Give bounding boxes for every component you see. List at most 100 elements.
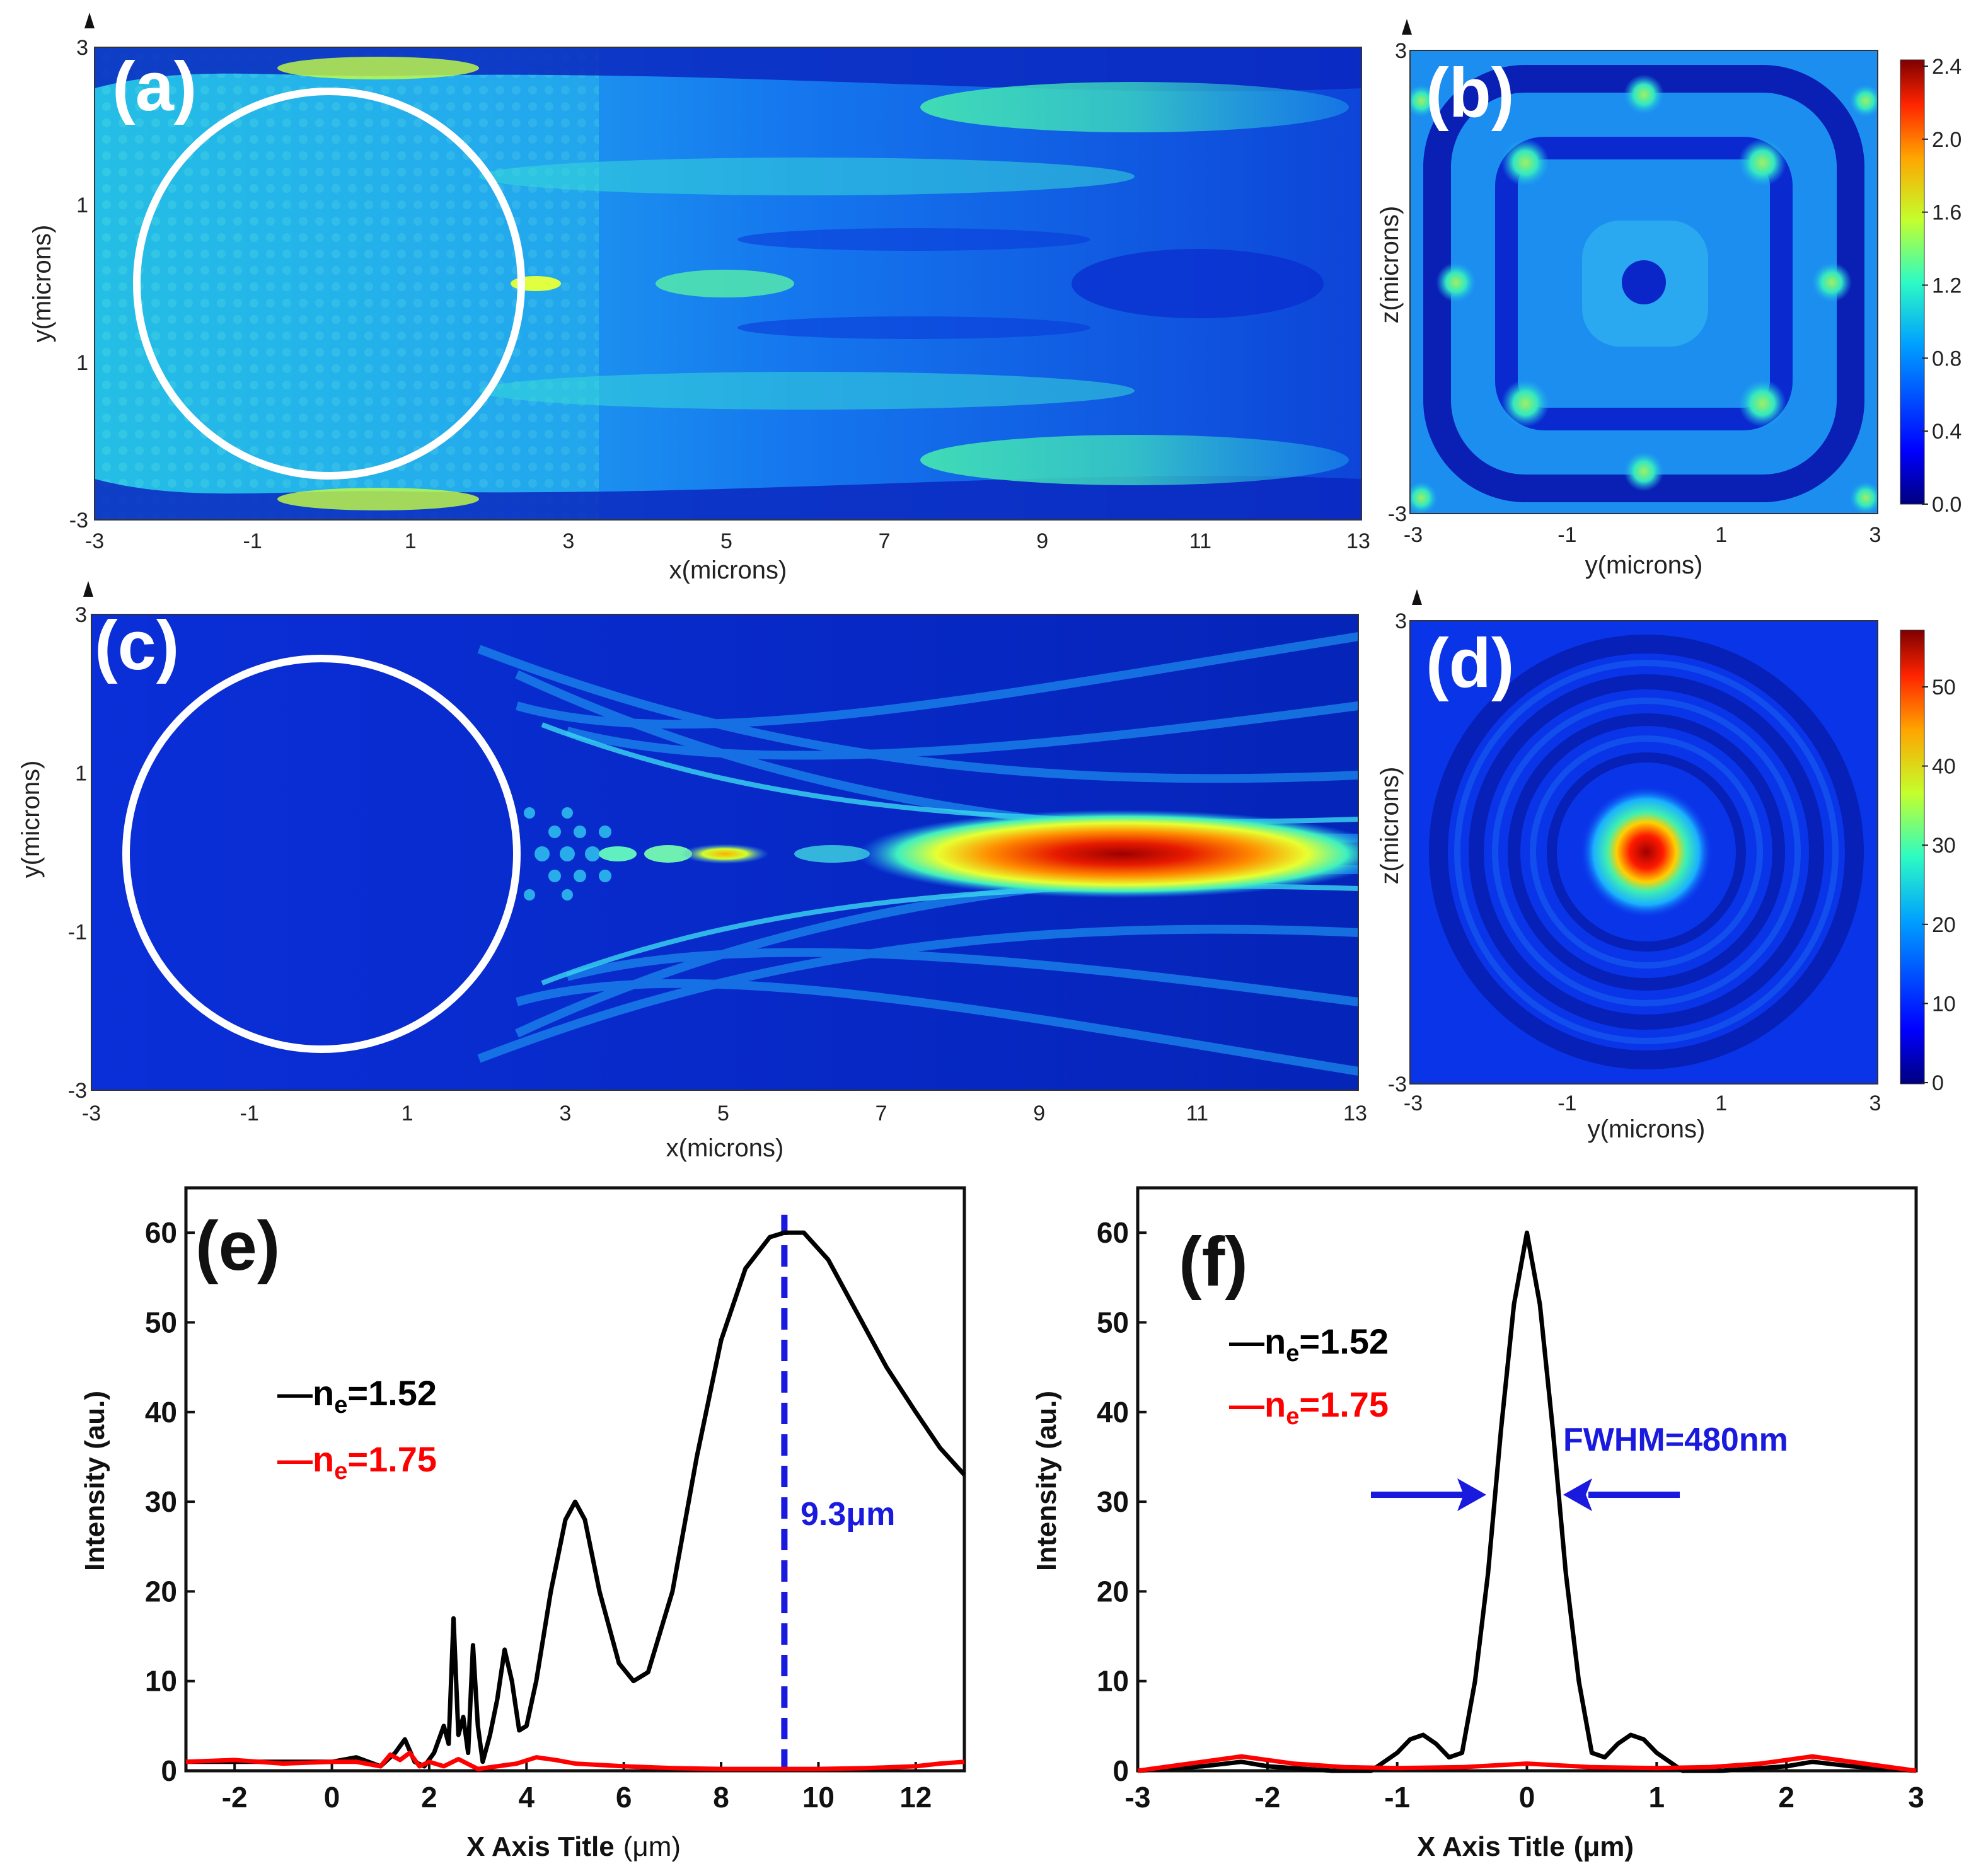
x-tick-label: 0 [1519,1781,1535,1814]
panel-c: (c) -3 -1 1 3 5 7 9 11 13 -3-113 x(microns) y(mi… [17,581,1367,1162]
panel-d-xlabel: y(microns) [1588,1115,1706,1143]
colorbar-tick-label: 2.0 [1932,128,1962,152]
x-tick-label: 3 [1908,1781,1924,1814]
y-tick-label: -1 [68,920,87,944]
y-tick-label: 10 [145,1665,177,1698]
panel-d-y-ticks: -3 3 [1388,609,1407,1096]
x-tick-label: 0 [324,1781,340,1814]
x-tick-label: 1 [1715,1091,1727,1115]
y-tick-label: 3 [75,603,87,627]
panel-b: (b) -3 -1 1 3 -3 3 y(microns) z(microns) 0.0… [1376,19,1962,579]
y-tick-label: 40 [1097,1396,1129,1429]
y-tick-label: 3 [1395,39,1407,63]
x-tick-label: 10 [802,1781,835,1814]
colorbar-tick-label: 40 [1932,755,1956,779]
panel-a-label: (a) [112,48,197,125]
x-tick-label: 9 [1036,529,1048,553]
panel-f-frame [1136,1186,1918,1773]
x-tick-label: 2 [421,1781,437,1814]
x-tick-label: -3 [1404,1091,1423,1115]
panel-f-legend-item-2: —n=1.75e=1.75 [1229,1384,1389,1430]
series-line-2 [1137,1754,1917,1773]
panel-b-colorbar [1900,59,1925,505]
colorbar-tick-label: 1.6 [1932,201,1962,225]
x-tick-label: 5 [720,529,732,553]
y-tick-label: 3 [76,36,88,60]
panel-d: (d) -3 -1 1 3 -3 3 y(microns) z(microns) 0 10… [1376,589,1956,1143]
y-tick-label: 50 [145,1306,177,1338]
y-tick-label: 1 [76,193,88,217]
colorbar-tick-label: 0.8 [1932,347,1962,371]
panel-a-xlabel: x(microns) [669,556,787,584]
x-tick-label: 3 [1870,1091,1881,1115]
panel-a-x-ticks: -3 -1 1 3 5 7 9 11 13 [85,529,1370,553]
y-tick-label: -3 [1388,1073,1407,1096]
panel-b-ylabel: z(microns) [1376,206,1404,324]
panel-c-label: (c) [95,607,179,684]
series-line-1 [1137,1230,1917,1773]
x-tick-label: 6 [616,1781,632,1814]
x-tick-label: 13 [1343,1102,1367,1125]
x-tick-label: 1 [402,1102,413,1125]
y-tick-label: 30 [1097,1485,1129,1518]
x-tick-label: 9 [1033,1102,1045,1125]
panel-f-fwhm-arrows [1371,1478,1680,1511]
panel-c-sphere-outline [122,655,521,1053]
colorbar-tick-label: 30 [1932,834,1956,858]
colorbar-tick-label: 10 [1932,992,1956,1016]
panel-f-fwhm-annotation: FWHM=480nm [1563,1422,1788,1458]
y-tick-label: 1 [76,351,88,375]
y-tick-label: 60 [145,1216,177,1249]
x-tick-label: -1 [240,1102,259,1125]
y-tick-label: 30 [145,1485,177,1518]
x-tick-label: 5 [717,1102,729,1125]
panel-f-legend-item-1: —ne=1.52 [1229,1321,1389,1367]
y-tick-label: 40 [145,1396,177,1429]
x-tick-label: -2 [1254,1781,1280,1814]
panel-f-label: (f) [1179,1223,1248,1301]
x-tick-label: -1 [243,529,262,553]
panel-e-ylabel: Intensity (au.) [79,1391,110,1571]
x-tick-label: -1 [1557,1091,1576,1115]
colorbar-tick-label: 1.2 [1932,274,1962,298]
x-tick-label: -1 [1557,523,1576,547]
panel-a-heatmap [95,47,1361,520]
panel-d-colorbar [1900,630,1925,1085]
x-tick-label: 11 [1189,529,1211,553]
panel-e-frame [184,1186,966,1773]
colorbar-tick-label: 20 [1932,913,1956,937]
x-tick-label: -3 [1404,523,1423,547]
x-tick-label: 11 [1186,1102,1208,1125]
panel-e-label: (e) [195,1207,280,1285]
panel-a-y-ticks: -3 1 1 3 [69,36,88,532]
x-tick-label: 3 [1870,523,1881,547]
y-tick-label: 50 [1097,1306,1129,1338]
panel-b-y-ticks: -3 3 [1388,39,1407,526]
x-tick-label: -2 [222,1781,248,1814]
panel-d-colorbar-ticks: 0 10 20 30 40 50 [1922,676,1956,1095]
panel-e-plot: -2 0 2 4 6 8 10 12 0 10 20 30 40 50 60 [145,1214,966,1814]
panel-f-ylabel: Intensity (au.) [1031,1391,1062,1571]
x-tick-label: 8 [713,1781,729,1814]
right-arrow-icon [1457,1478,1486,1511]
panel-d-x-ticks: -3 -1 1 3 [1404,1091,1881,1115]
x-tick-label: 2 [1778,1781,1794,1814]
panel-c-xlabel: x(microns) [666,1134,784,1162]
panel-c-y-ticks: -3 -1 1 3 [68,603,87,1103]
y-tick-label: -3 [68,1079,87,1103]
y-tick-label: 60 [1097,1216,1129,1249]
panel-a-sphere-outline [133,88,525,480]
panel-f-xlabel: X Axis Title (μm) [1417,1831,1634,1862]
panel-e-peak-annotation: 9.3μm [800,1496,895,1533]
y-tick-label: 20 [145,1575,177,1608]
panel-e-xlabel: X Axis Title (μm) [466,1831,681,1862]
x-tick-label: 1 [1715,523,1727,547]
x-tick-label: 7 [876,1102,887,1125]
panel-d-heatmap [1410,621,1878,1084]
y-tick-label: -3 [69,509,88,532]
y-tick-label: 1 [75,762,87,786]
panel-a-ylabel: y(microns) [28,225,56,343]
panel-d-ylabel: z(microns) [1376,767,1404,885]
